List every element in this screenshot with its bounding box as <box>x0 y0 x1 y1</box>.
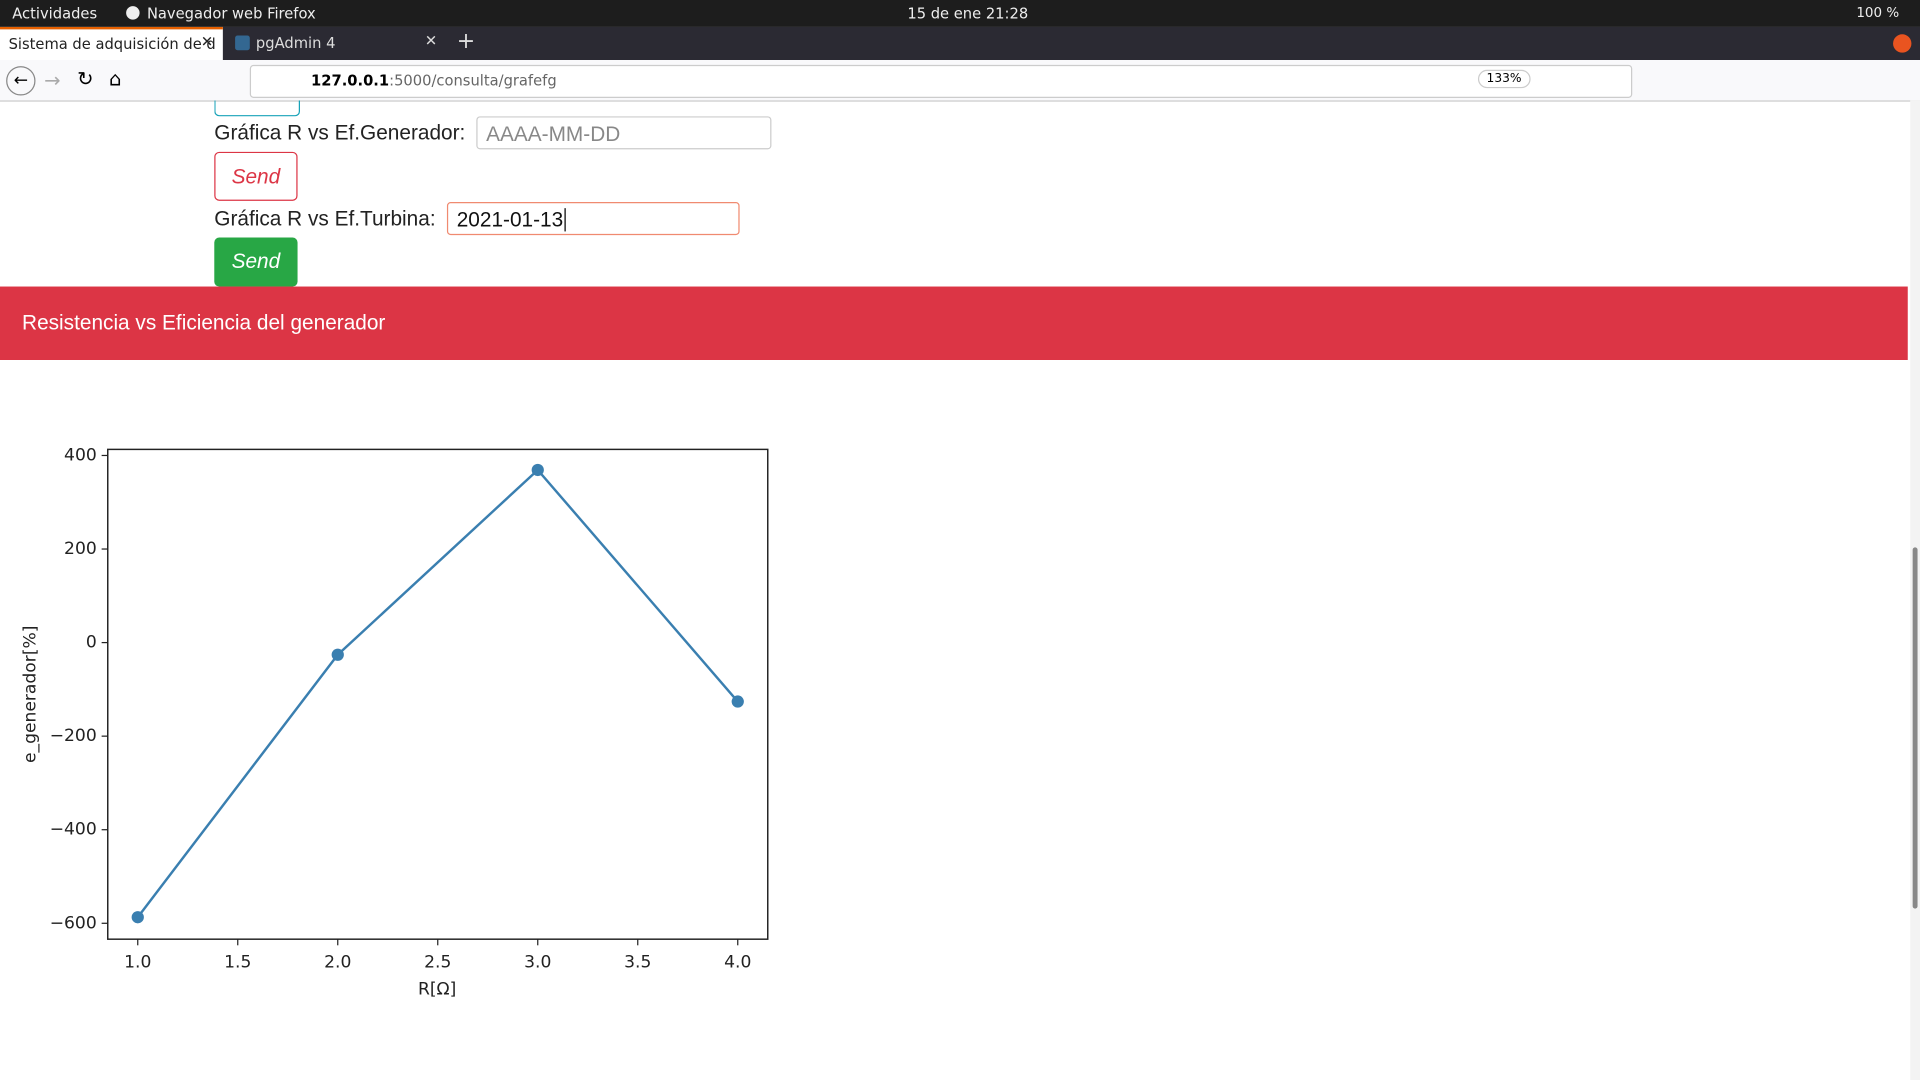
tab-strip: Sistema de adquisición de d ✕ pgAdmin 4 … <box>0 26 1920 61</box>
point <box>531 463 544 477</box>
tab-title: Sistema de adquisición de d <box>8 35 216 53</box>
forward[interactable]: → <box>44 68 61 92</box>
url-bar[interactable]: 127.0.0.1:5000/consulta/grafefg 133% <box>249 64 1633 98</box>
banner-title: Resistencia vs Eficiencia del generador <box>22 311 386 335</box>
home[interactable]: ⌂ <box>108 67 122 91</box>
date-input[interactable]: 2021-01-13 <box>446 202 740 236</box>
app-icon <box>126 6 140 20</box>
tab-close[interactable]: ✕ <box>200 33 214 51</box>
x-tick-label: 1.5 <box>224 952 251 972</box>
x-tick-label: 2.0 <box>324 952 351 972</box>
send-button[interactable]: Send <box>214 237 298 287</box>
label: Gráfica R vs Ef.Generador: <box>214 121 466 145</box>
clock[interactable]: 15 de ene 21:28 <box>907 4 1029 23</box>
input-value: 2021-01-13 <box>456 208 564 232</box>
plot-frame <box>107 448 769 940</box>
y-tick-label: 200 <box>64 539 97 559</box>
line <box>136 468 739 918</box>
url-path: :5000/consulta/grafefg <box>389 72 557 90</box>
tab-icon <box>235 35 250 51</box>
y-tick-label: 400 <box>64 445 97 465</box>
point <box>731 695 744 708</box>
nav-bar: ← → ↻ ⌂ 127.0.0.1:5000/consulta/grafefg … <box>0 60 1920 102</box>
tab-close[interactable]: ✕ <box>424 31 438 49</box>
zoom[interactable]: 133% <box>1477 69 1531 89</box>
date-input[interactable]: AAAA-MM-DD <box>476 116 772 150</box>
x-tick-label: 4.0 <box>724 952 751 972</box>
chart: R[Ω] e_generador[%] −600 −400 −200 0 200 400 1… <box>21 445 769 999</box>
tab[interactable]: pgAdmin 4 ✕ <box>223 27 446 60</box>
banner: Resistencia vs Eficiencia del generador <box>0 286 1908 361</box>
activities[interactable]: Actividades <box>12 4 98 23</box>
new-tab[interactable]: + <box>456 28 476 54</box>
y-tick-label: −600 <box>50 913 97 933</box>
x-axis-label: R[Ω] <box>418 979 456 999</box>
y-tick-label: 0 <box>86 633 97 653</box>
placeholder: AAAA-MM-DD <box>486 122 621 146</box>
point <box>331 648 344 661</box>
scrollbar[interactable] <box>1910 100 1920 1080</box>
x-tick-label: 1.0 <box>124 952 151 972</box>
label: Gráfica R vs Ef.Turbina: <box>214 206 436 231</box>
x-tick-label: 2.5 <box>424 952 451 972</box>
battery[interactable]: 100 % <box>1856 4 1900 21</box>
y-axis-label: e_generador[%] <box>21 626 41 763</box>
point <box>131 911 144 924</box>
back[interactable]: ← <box>6 66 36 96</box>
app-menu[interactable]: Navegador web Firefox <box>146 4 316 23</box>
y-tick-label: −400 <box>50 820 97 840</box>
url: 127.0.0.1:5000/consulta/grafefg <box>311 72 557 89</box>
y-tick-label: −200 <box>50 726 97 746</box>
top-bar: Actividades Navegador web Firefox 15 de … <box>0 0 1920 27</box>
close-window[interactable] <box>1893 34 1912 53</box>
tab-title: pgAdmin 4 <box>255 34 336 52</box>
url-host: 127.0.0.1 <box>311 72 390 90</box>
button-partial[interactable] <box>214 100 301 117</box>
tab-active[interactable]: Sistema de adquisición de d ✕ <box>0 26 223 61</box>
x-tick-label: 3.5 <box>624 952 651 972</box>
reload[interactable]: ↻ <box>77 67 94 91</box>
caret <box>564 208 566 232</box>
send-button[interactable]: Send <box>214 151 298 201</box>
scroll-thumb[interactable] <box>1912 547 1918 909</box>
x-tick-label: 3.0 <box>524 952 551 972</box>
